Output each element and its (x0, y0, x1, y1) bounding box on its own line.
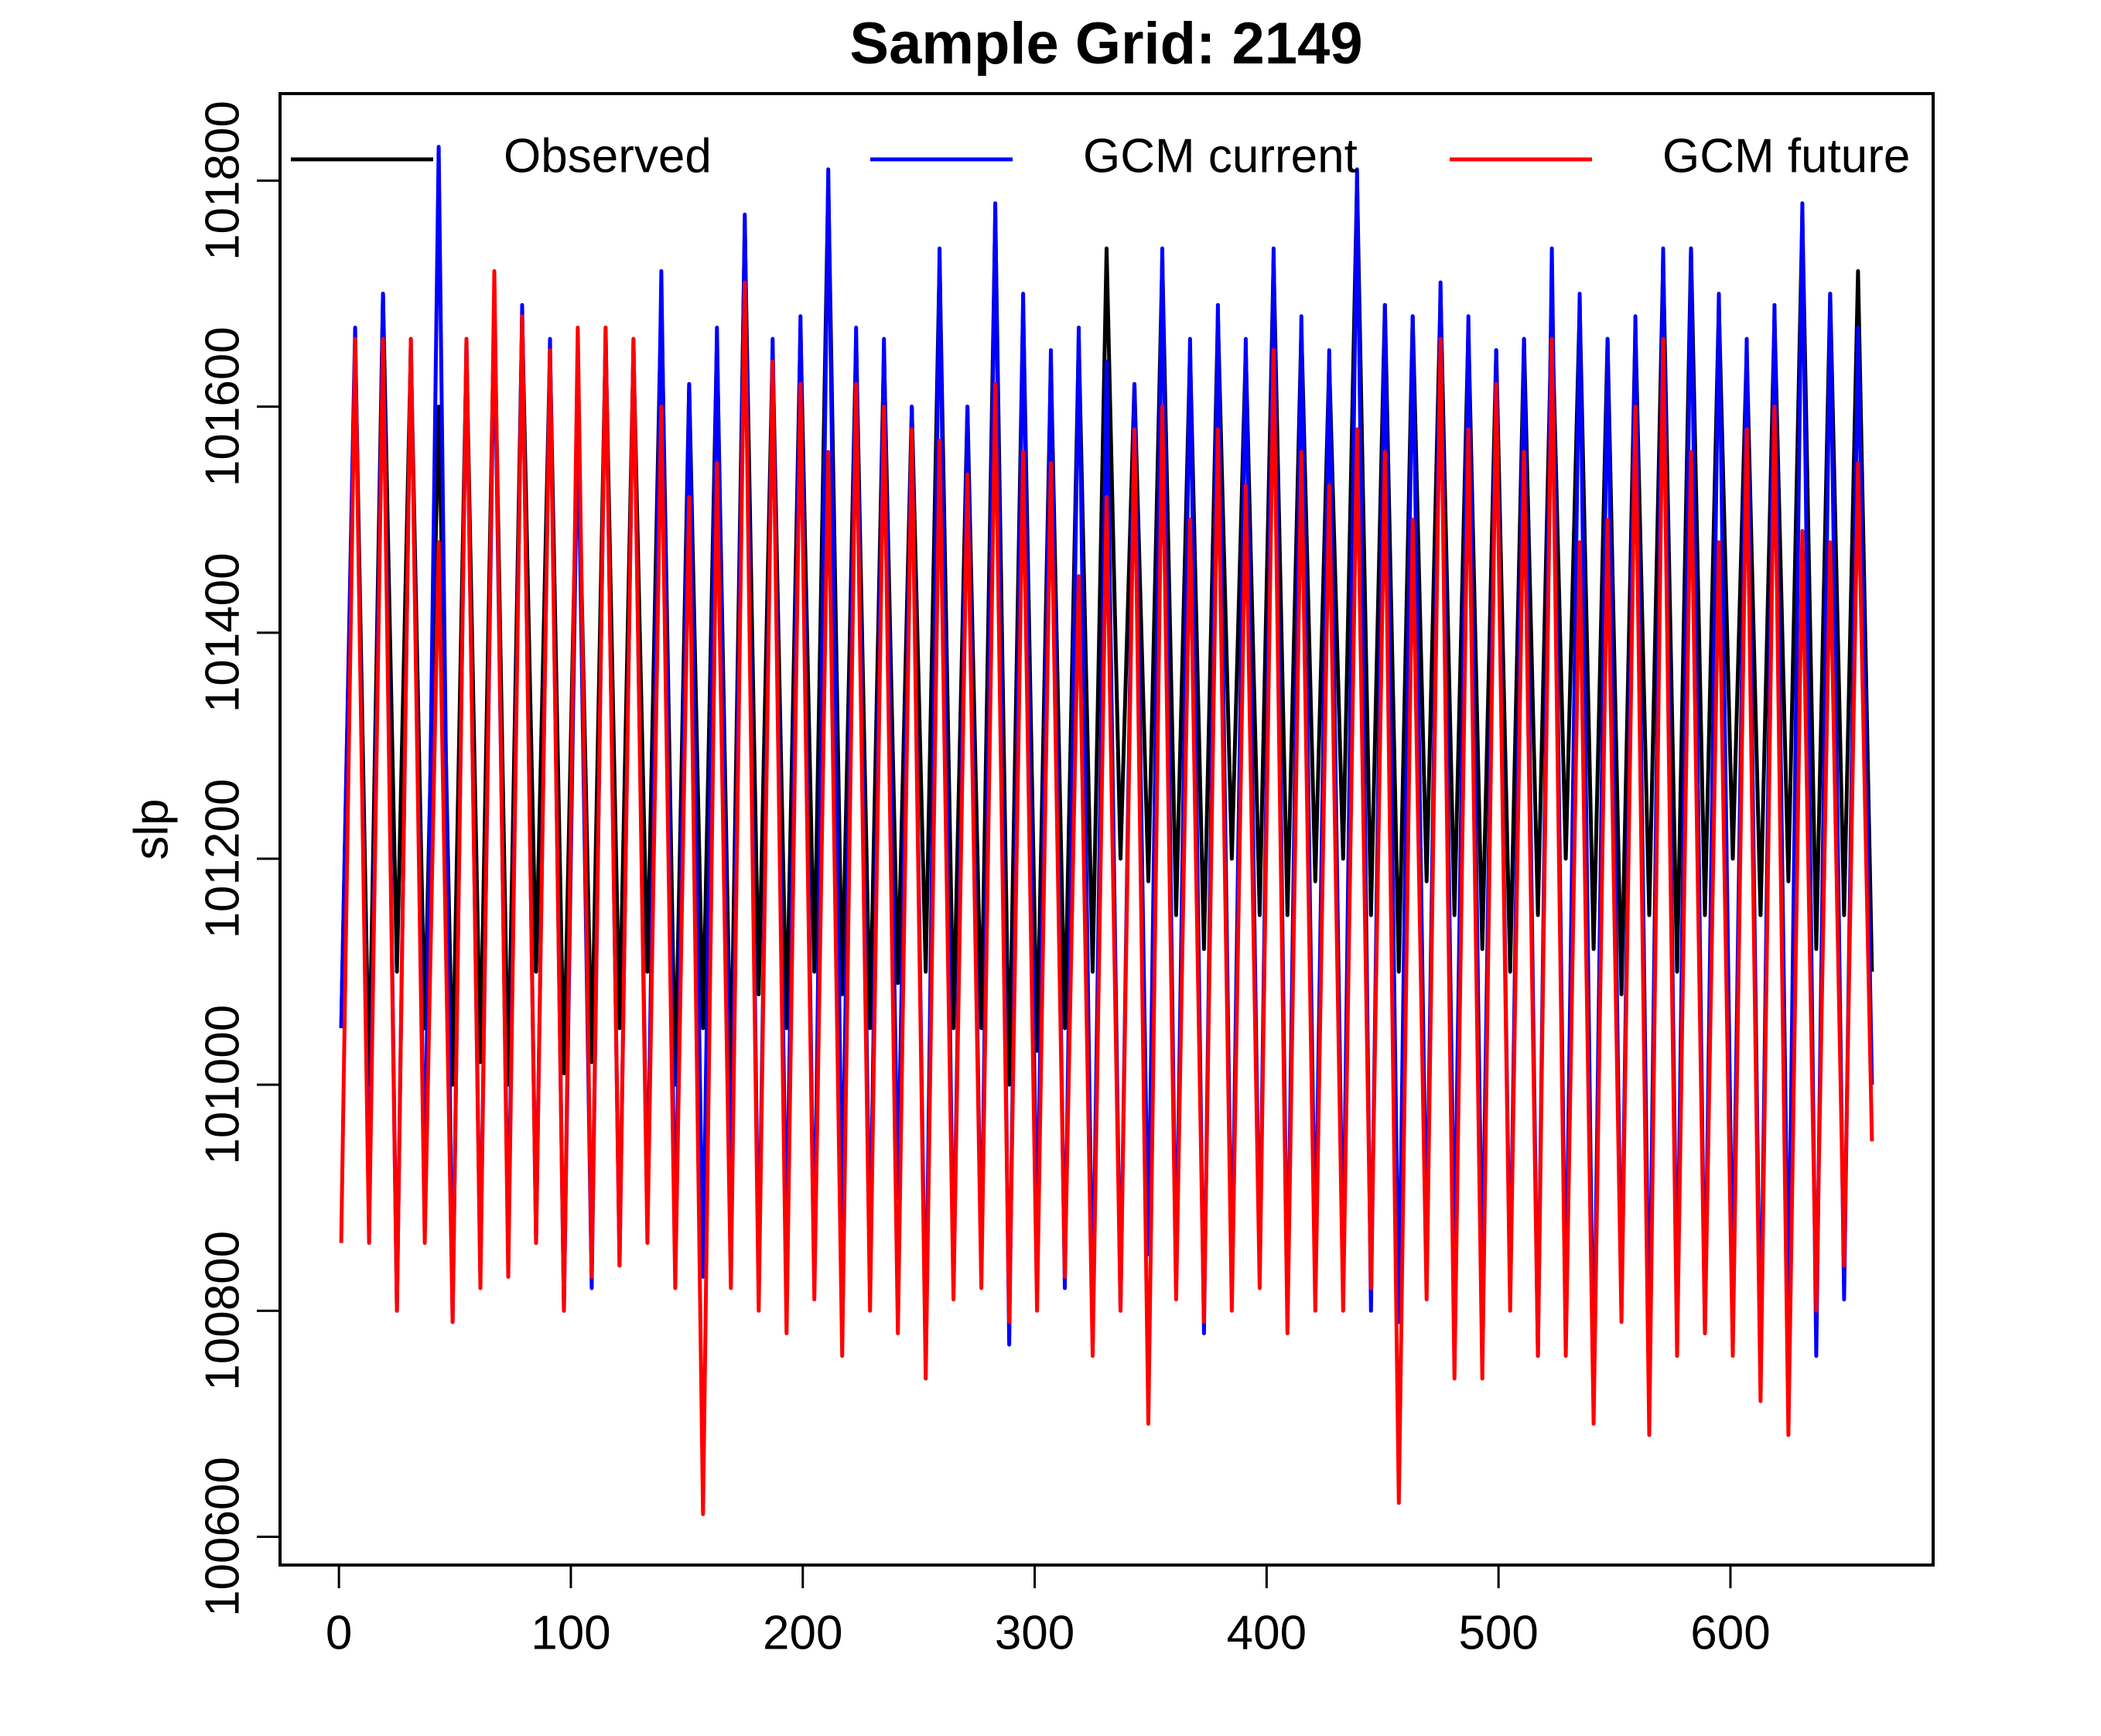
x-tick-label: 0 (326, 1606, 352, 1659)
legend-label: GCM current (1083, 129, 1358, 183)
y-tick-label: 101200 (196, 779, 249, 939)
y-axis-label: slp (125, 798, 178, 859)
x-tick-label: 600 (1690, 1606, 1770, 1659)
x-tick-label: 300 (995, 1606, 1074, 1659)
x-tick-label: 100 (531, 1606, 610, 1659)
legend-label: GCM future (1662, 129, 1910, 183)
series-line (339, 268, 1874, 1516)
x-tick-label: 200 (763, 1606, 842, 1659)
x-tick-label: 400 (1227, 1606, 1307, 1659)
chart-title: Sample Grid: 2149 (849, 11, 1362, 77)
y-tick-label: 101800 (196, 101, 249, 261)
y-tick-label: 101600 (196, 326, 249, 487)
plot-frame (278, 92, 1935, 1567)
x-tick-label: 500 (1458, 1606, 1538, 1659)
y-tick-label: 100600 (196, 1457, 249, 1617)
y-tick-label: 100800 (196, 1231, 249, 1391)
y-tick-label: 101400 (196, 552, 249, 713)
legend-label: Observed (504, 129, 712, 183)
series-line (339, 179, 1874, 1087)
y-tick-label: 101000 (196, 1005, 249, 1165)
